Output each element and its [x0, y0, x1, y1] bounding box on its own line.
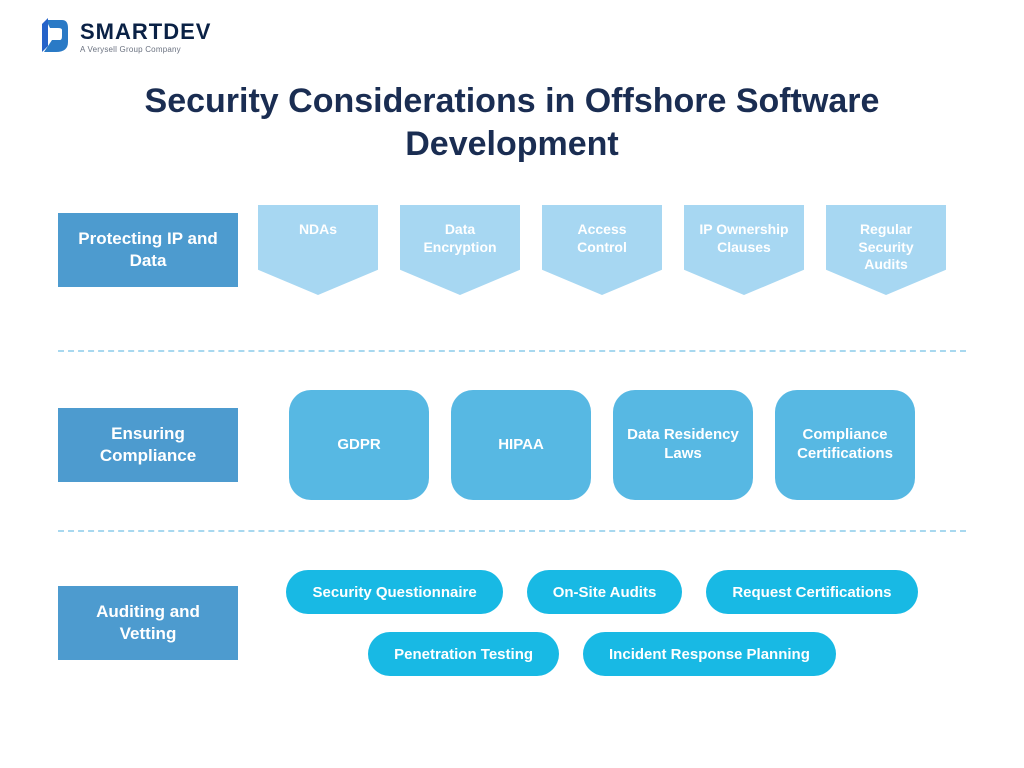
pill-row: Penetration Testing Incident Response Pla…	[248, 632, 956, 676]
chevron-item: IP Ownership Clauses	[684, 205, 804, 295]
section-compliance: Ensuring Compliance GDPRHIPAAData Reside…	[58, 390, 966, 500]
pill-item: Request Certifications	[706, 570, 917, 614]
pill-row: Security Questionnaire On-Site Audits Requ…	[248, 570, 956, 614]
category-label-auditing: Auditing and Vetting	[58, 586, 238, 660]
pill-item: Penetration Testing	[368, 632, 559, 676]
logo-text: SMARTDEV A Verysell Group Company	[80, 19, 211, 54]
items-auditing: Security Questionnaire On-Site Audits Requ…	[238, 570, 966, 676]
chevron-item: Access Control	[542, 205, 662, 295]
pill-item: On-Site Audits	[527, 570, 683, 614]
roundrect-item: GDPR	[289, 390, 429, 500]
brand-logo: SMARTDEV A Verysell Group Company	[40, 18, 211, 54]
category-label-protecting-ip: Protecting IP and Data	[58, 213, 238, 287]
chevron-item: NDAs	[258, 205, 378, 295]
divider	[58, 350, 966, 352]
brand-tagline: A Verysell Group Company	[80, 45, 211, 54]
chevron-item: Data Encryption	[400, 205, 520, 295]
items-compliance: GDPRHIPAAData Residency LawsCompliance C…	[238, 390, 966, 500]
brand-name: SMARTDEV	[80, 19, 211, 45]
section-auditing: Auditing and Vetting Security Questionna…	[58, 570, 966, 676]
category-label-compliance: Ensuring Compliance	[58, 408, 238, 482]
roundrect-item: Data Residency Laws	[613, 390, 753, 500]
page-title: Security Considerations in Offshore Soft…	[0, 80, 1024, 165]
items-protecting-ip: NDAsData EncryptionAccess ControlIP Owne…	[238, 205, 966, 295]
logo-mark-icon	[40, 18, 70, 54]
pill-item: Incident Response Planning	[583, 632, 836, 676]
divider	[58, 530, 966, 532]
roundrect-item: Compliance Certifications	[775, 390, 915, 500]
section-protecting-ip: Protecting IP and Data NDAsData Encrypti…	[58, 205, 966, 295]
pill-item: Security Questionnaire	[286, 570, 502, 614]
chevron-item: Regular Security Audits	[826, 205, 946, 295]
roundrect-item: HIPAA	[451, 390, 591, 500]
